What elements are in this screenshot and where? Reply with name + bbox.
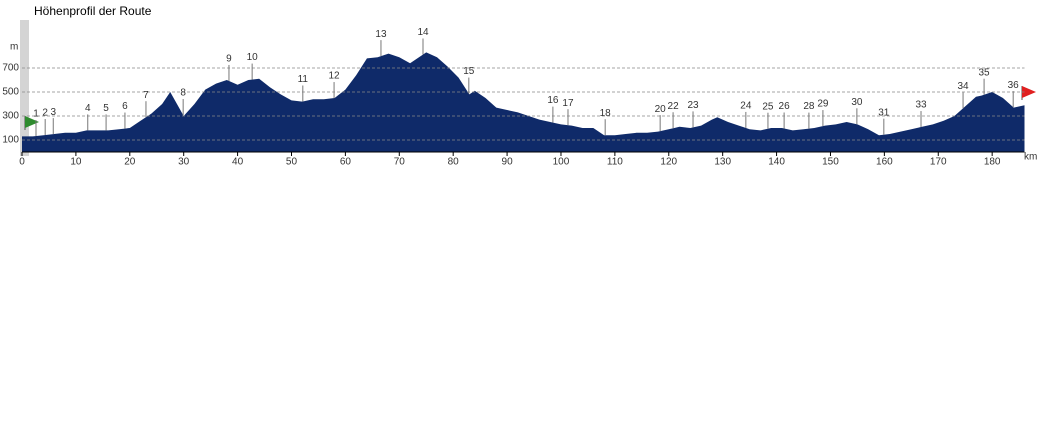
flag	[25, 116, 39, 128]
start-flag	[24, 116, 39, 130]
waypoint-label: 14	[417, 27, 429, 38]
waypoint-label: 13	[375, 29, 387, 40]
waypoint-label: 35	[979, 67, 991, 78]
axis-strip	[20, 20, 29, 156]
waypoint-label: 29	[817, 99, 829, 110]
x-tick-label: 180	[984, 157, 1001, 168]
x-tick-label: 160	[876, 157, 893, 168]
x-tick-label: 130	[714, 157, 731, 168]
x-unit: km	[1024, 152, 1037, 163]
waypoint-label: 3	[50, 107, 56, 118]
x-tick-label: 150	[822, 157, 839, 168]
waypoint-label: 23	[687, 100, 699, 111]
waypoint-label: 15	[463, 66, 475, 77]
x-tick-label: 40	[232, 157, 244, 168]
waypoint-label: 33	[915, 100, 927, 111]
waypoint-label: 9	[226, 54, 232, 65]
waypoint-label: 26	[779, 101, 791, 112]
x-tick-label: 0	[19, 157, 25, 168]
x-tick-label: 10	[70, 157, 82, 168]
waypoint-label: 20	[655, 104, 667, 115]
waypoint-label: 2	[42, 108, 48, 119]
waypoint-label: 18	[600, 108, 612, 119]
y-unit: m	[10, 42, 18, 53]
x-tick-label: 170	[930, 157, 947, 168]
waypoint-label: 31	[878, 107, 890, 118]
chart-title: Höhenprofil der Route	[34, 4, 152, 18]
x-tick-label: 20	[124, 157, 136, 168]
flag	[1022, 86, 1036, 98]
waypoint-label: 6	[122, 101, 128, 112]
x-tick-label: 60	[340, 157, 352, 168]
waypoint-label: 17	[562, 98, 574, 109]
y-tick-label: 500	[2, 87, 19, 98]
x-tick-label: 100	[553, 157, 570, 168]
waypoint-label: 5	[103, 103, 109, 114]
waypoint-label: 34	[957, 81, 969, 92]
x-tick-label: 140	[768, 157, 785, 168]
x-tick-label: 90	[502, 157, 514, 168]
waypoint-label: 4	[85, 103, 91, 114]
waypoint-label: 36	[1008, 80, 1020, 91]
waypoint-label: 22	[668, 101, 680, 112]
x-tick-label: 110	[607, 157, 623, 168]
x-tick-label: 50	[286, 157, 298, 168]
waypoint-label: 1	[33, 109, 39, 120]
x-tick-label: 120	[660, 157, 677, 168]
waypoint-label: 7	[143, 90, 149, 101]
x-tick-label: 30	[178, 157, 190, 168]
waypoint-label: 30	[851, 97, 863, 108]
x-tick-label: 70	[394, 157, 406, 168]
elevation-area	[22, 52, 1025, 152]
waypoint-label: 10	[247, 52, 259, 63]
waypoint-label: 12	[329, 71, 341, 82]
waypoint-label: 24	[740, 101, 752, 112]
y-tick-label: 700	[2, 63, 19, 74]
y-tick-label: 300	[2, 111, 19, 122]
waypoint-label: 16	[547, 95, 559, 106]
waypoint-label: 28	[803, 101, 815, 112]
y-tick-label: 100	[2, 135, 19, 146]
end-flag	[1021, 86, 1036, 100]
x-tick-label: 80	[448, 157, 460, 168]
waypoint-label: 25	[762, 101, 774, 112]
waypoint-label: 11	[298, 74, 309, 85]
waypoint-label: 8	[180, 88, 186, 99]
